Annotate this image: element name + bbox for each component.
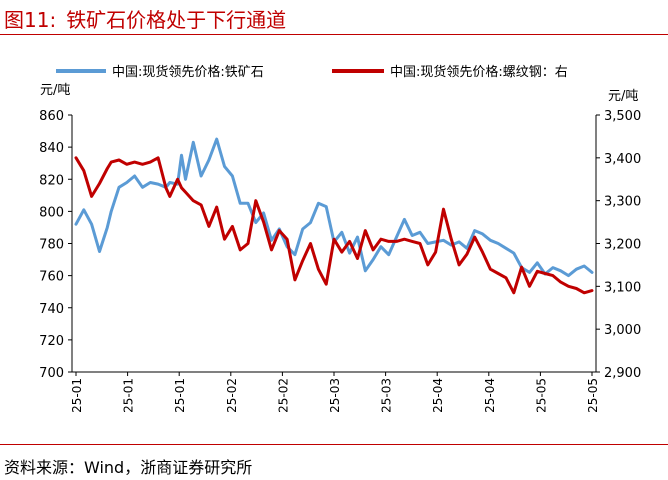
left-y-tick-label: 860 [39, 109, 64, 124]
right-axis-unit: 元/吨 [608, 89, 638, 104]
figure-number: 图11: [4, 8, 57, 32]
left-y-tick-label: 720 [39, 334, 64, 349]
line-chart: 中国:现货领先价格:铁矿石 中国:现货领先价格:螺纹钢：右 元/吨 元/吨 70… [39, 64, 641, 413]
x-tick-label: 25-01 [122, 378, 136, 413]
x-tick-label: 25-03 [380, 378, 394, 413]
right-y-tick-label: 3,000 [604, 323, 641, 338]
legend-label-rebar: 中国:现货领先价格:螺纹钢：右 [390, 64, 568, 80]
left-y-tick-label: 840 [39, 141, 64, 156]
x-tick-label: 25-05 [586, 378, 600, 413]
x-tick-label: 25-02 [276, 378, 290, 413]
right-y-tick-label: 3,400 [604, 152, 641, 167]
right-y-tick-label: 3,500 [604, 109, 641, 124]
series-line-iron-ore [74, 137, 594, 278]
right-y-tick-label: 2,900 [604, 366, 641, 381]
x-tick-label: 25-04 [431, 378, 445, 413]
x-tick-label: 25-01 [70, 378, 84, 413]
x-tick-label: 25-01 [173, 378, 187, 413]
x-tick-label: 25-03 [328, 378, 342, 413]
source-note: 资料来源：Wind，浙商证券研究所 [4, 458, 253, 477]
left-y-tick-label: 820 [39, 173, 64, 188]
left-y-tick-label: 740 [39, 302, 64, 317]
x-tick-label: 25-02 [225, 378, 239, 413]
source-divider [0, 444, 668, 445]
left-y-tick-label: 760 [39, 270, 64, 285]
left-y-tick-label: 780 [39, 238, 64, 253]
x-tick-label: 25-05 [534, 378, 548, 413]
title-divider [0, 34, 668, 35]
right-y-tick-label: 3,200 [604, 238, 641, 253]
left-axis-unit: 元/吨 [40, 83, 70, 98]
right-y-tick-label: 3,100 [604, 280, 641, 295]
x-tick-label: 25-04 [483, 378, 497, 413]
figure-title-row: 图11: 铁矿石价格处于下行通道 [4, 4, 296, 33]
right-y-tick-label: 3,300 [604, 195, 641, 210]
legend-label-iron-ore: 中国:现货领先价格:铁矿石 [112, 64, 264, 80]
series-line-rebar [74, 156, 594, 295]
left-y-tick-label: 800 [39, 205, 64, 220]
figure-title: 铁矿石价格处于下行通道 [66, 8, 287, 32]
left-y-tick-label: 700 [39, 366, 64, 381]
